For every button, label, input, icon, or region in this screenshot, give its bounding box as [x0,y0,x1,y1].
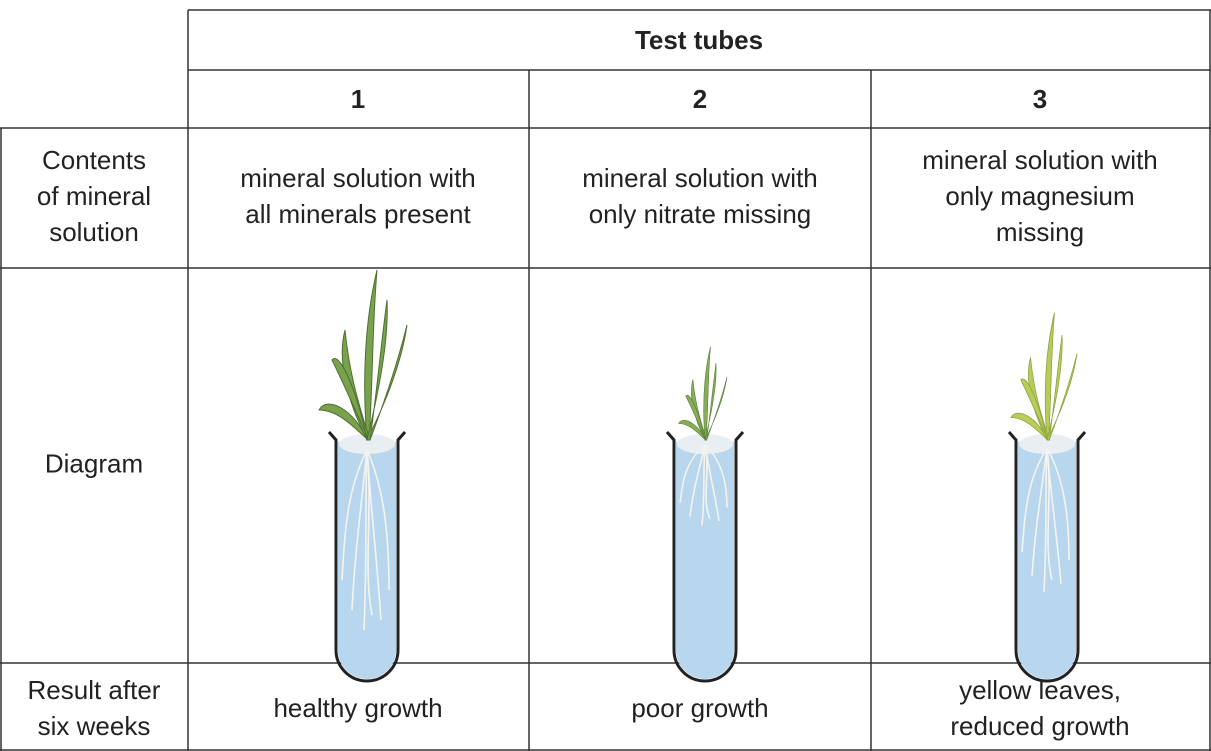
cell: poor growth [631,693,768,723]
table-header: Test tubes [635,25,763,55]
column-header: 3 [1033,84,1047,114]
cell: mineral solution with [582,163,818,193]
column-header: 2 [693,84,707,114]
cell: missing [996,217,1084,247]
row-label: solution [49,217,139,247]
page: Test tubes 1 2 3 Contents of mineral solution m… [0,0,1211,751]
column-header: 1 [351,84,365,114]
cell: mineral solution with [240,163,476,193]
tube-3 [1009,313,1085,682]
tube-2 [667,347,743,682]
row-label: Contents [42,145,146,175]
cell: yellow leaves, [959,675,1121,705]
cell: only nitrate missing [589,199,812,229]
cell: healthy growth [273,693,442,723]
cell: reduced growth [950,711,1129,741]
row-label: of mineral [37,181,151,211]
row-label: six weeks [38,711,151,741]
cell: only magnesium [945,181,1134,211]
cell: mineral solution with [922,145,1158,175]
row-label: Result after [28,675,161,705]
tube-1 [319,270,407,681]
cell: all minerals present [245,199,471,229]
row-label: Diagram [45,448,143,478]
